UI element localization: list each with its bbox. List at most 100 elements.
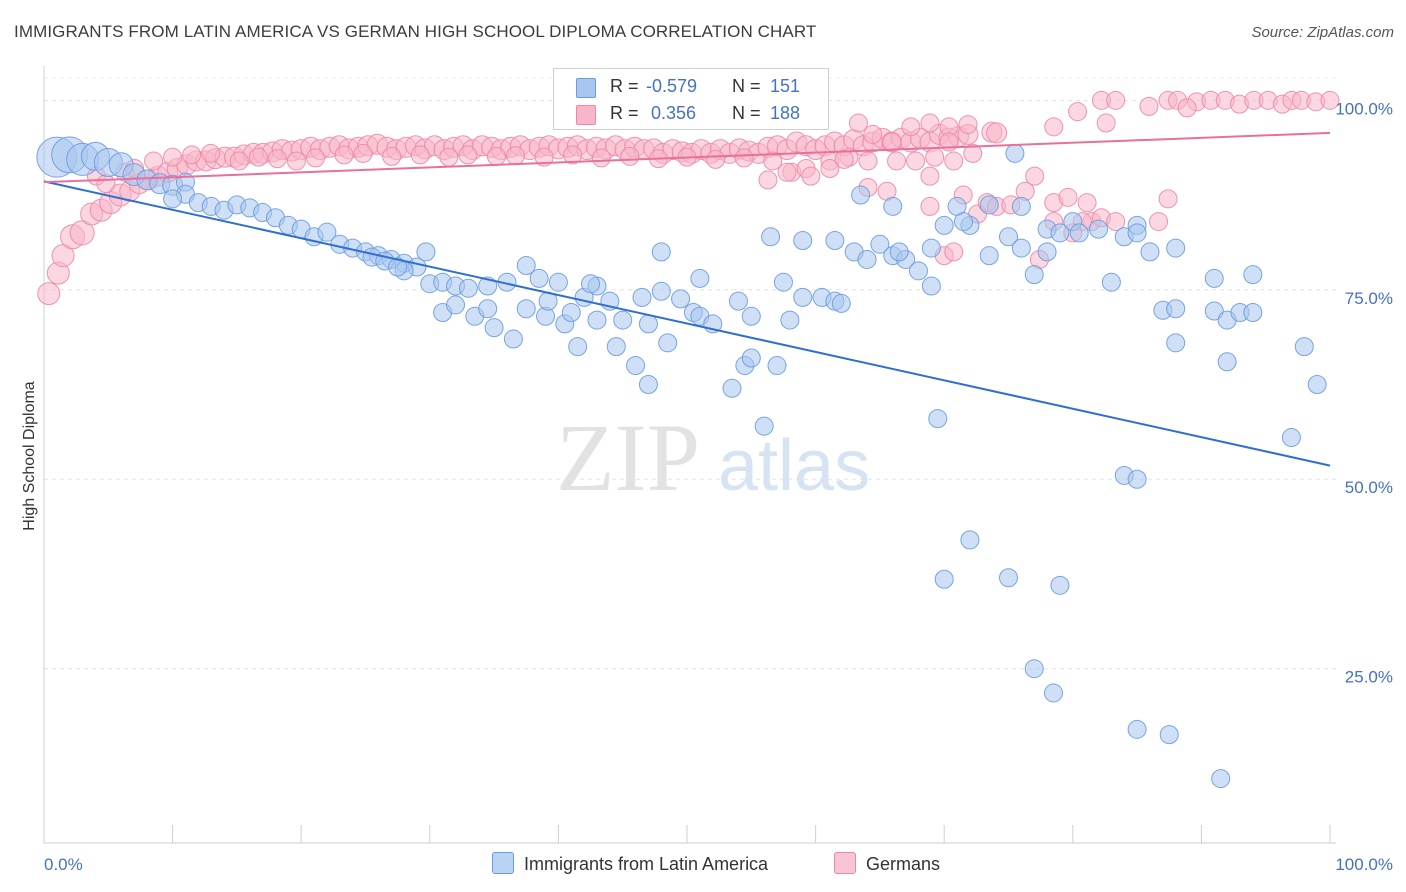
data-point bbox=[1211, 769, 1231, 789]
data-point bbox=[163, 189, 183, 209]
data-point bbox=[960, 530, 980, 550]
data-point bbox=[801, 166, 821, 186]
data-point bbox=[388, 257, 408, 277]
data-point bbox=[882, 132, 902, 152]
data-point bbox=[671, 289, 691, 309]
data-point bbox=[416, 242, 436, 262]
legend-n-value: 151 bbox=[770, 76, 801, 96]
data-point bbox=[921, 238, 941, 258]
data-point bbox=[1011, 196, 1031, 216]
watermark: ZIP atlas bbox=[556, 404, 870, 511]
data-point bbox=[568, 337, 588, 357]
data-point bbox=[561, 303, 581, 323]
y-tick-label: 50.0% bbox=[1345, 478, 1393, 497]
data-point bbox=[793, 231, 813, 251]
data-point bbox=[458, 145, 478, 165]
data-point bbox=[548, 272, 568, 292]
data-point bbox=[851, 185, 871, 205]
data-point bbox=[1077, 193, 1097, 213]
data-point bbox=[248, 147, 268, 167]
x-tick-label: 0.0% bbox=[44, 855, 83, 874]
data-point bbox=[1024, 265, 1044, 285]
data-point bbox=[1149, 212, 1169, 232]
data-point bbox=[1243, 265, 1263, 285]
data-point bbox=[651, 242, 671, 262]
watermark-atlas: atlas bbox=[718, 426, 870, 506]
data-point bbox=[758, 170, 778, 190]
data-point bbox=[920, 196, 940, 216]
legend-n-label: N = bbox=[732, 103, 761, 123]
data-point bbox=[1140, 242, 1160, 262]
data-point bbox=[763, 151, 783, 171]
data-point bbox=[767, 356, 787, 376]
legend-swatch-latin-america bbox=[576, 78, 596, 98]
y-tick-label: 75.0% bbox=[1345, 289, 1393, 308]
data-point bbox=[581, 274, 601, 294]
data-point bbox=[857, 249, 877, 269]
data-point bbox=[446, 295, 466, 315]
trend-lines bbox=[43, 131, 1331, 467]
data-point bbox=[1204, 301, 1224, 321]
data-point bbox=[1024, 659, 1044, 679]
data-point bbox=[706, 149, 726, 169]
data-point bbox=[484, 318, 504, 338]
data-point bbox=[267, 149, 287, 169]
data-point bbox=[979, 246, 999, 266]
bottom-legend-label-germans: Germans bbox=[866, 854, 941, 874]
legend-r-value: -0.579 bbox=[646, 76, 698, 96]
data-point bbox=[741, 348, 761, 368]
data-point bbox=[144, 151, 164, 171]
data-point bbox=[834, 149, 854, 169]
y-tick-labels: 25.0% 50.0% 75.0% 100.0% bbox=[1335, 99, 1393, 686]
data-point bbox=[529, 268, 549, 288]
data-point bbox=[963, 143, 983, 163]
data-point bbox=[863, 124, 883, 144]
data-point bbox=[286, 151, 306, 171]
data-point bbox=[478, 276, 498, 296]
legend-r-label: R = bbox=[610, 76, 639, 96]
data-point bbox=[503, 329, 523, 349]
data-point bbox=[486, 146, 506, 166]
legend-row-latin-america: R = -0.579 N = 151 bbox=[554, 74, 828, 100]
data-point bbox=[780, 310, 800, 330]
data-point bbox=[1158, 189, 1178, 209]
data-point bbox=[728, 291, 748, 311]
data-point bbox=[906, 151, 926, 171]
data-point bbox=[870, 234, 890, 254]
data-point bbox=[606, 337, 626, 357]
data-point bbox=[1177, 98, 1197, 118]
correlation-legend: R = -0.579 N = 151 R = 0.356 N = 188 bbox=[553, 68, 829, 130]
data-point bbox=[439, 147, 459, 167]
data-point bbox=[920, 166, 940, 186]
data-point bbox=[928, 409, 948, 429]
data-point bbox=[979, 195, 999, 215]
germans-points bbox=[37, 90, 1340, 306]
data-point bbox=[999, 568, 1018, 588]
data-point bbox=[1069, 223, 1089, 243]
chart-source: Source: ZipAtlas.com bbox=[1251, 24, 1394, 41]
bottom-legend-swatch-germans bbox=[834, 852, 856, 874]
data-point bbox=[563, 145, 583, 165]
data-point bbox=[1058, 187, 1078, 207]
data-point bbox=[305, 148, 325, 168]
data-point bbox=[410, 145, 430, 165]
data-point bbox=[651, 281, 671, 301]
data-point bbox=[761, 227, 781, 247]
data-point bbox=[613, 310, 633, 330]
bottom-legend-swatch-latin-america bbox=[492, 852, 514, 874]
data-point bbox=[889, 242, 909, 262]
data-point bbox=[944, 151, 964, 171]
data-point bbox=[1281, 428, 1301, 448]
data-point bbox=[591, 148, 611, 168]
data-point bbox=[901, 117, 921, 137]
data-point bbox=[201, 143, 221, 163]
data-point bbox=[163, 147, 183, 167]
data-point bbox=[1166, 333, 1186, 353]
data-point bbox=[1217, 352, 1237, 372]
data-point bbox=[858, 151, 878, 171]
data-point bbox=[1044, 117, 1064, 137]
data-point bbox=[516, 256, 536, 276]
data-point bbox=[1050, 223, 1070, 243]
data-point bbox=[1025, 166, 1045, 186]
